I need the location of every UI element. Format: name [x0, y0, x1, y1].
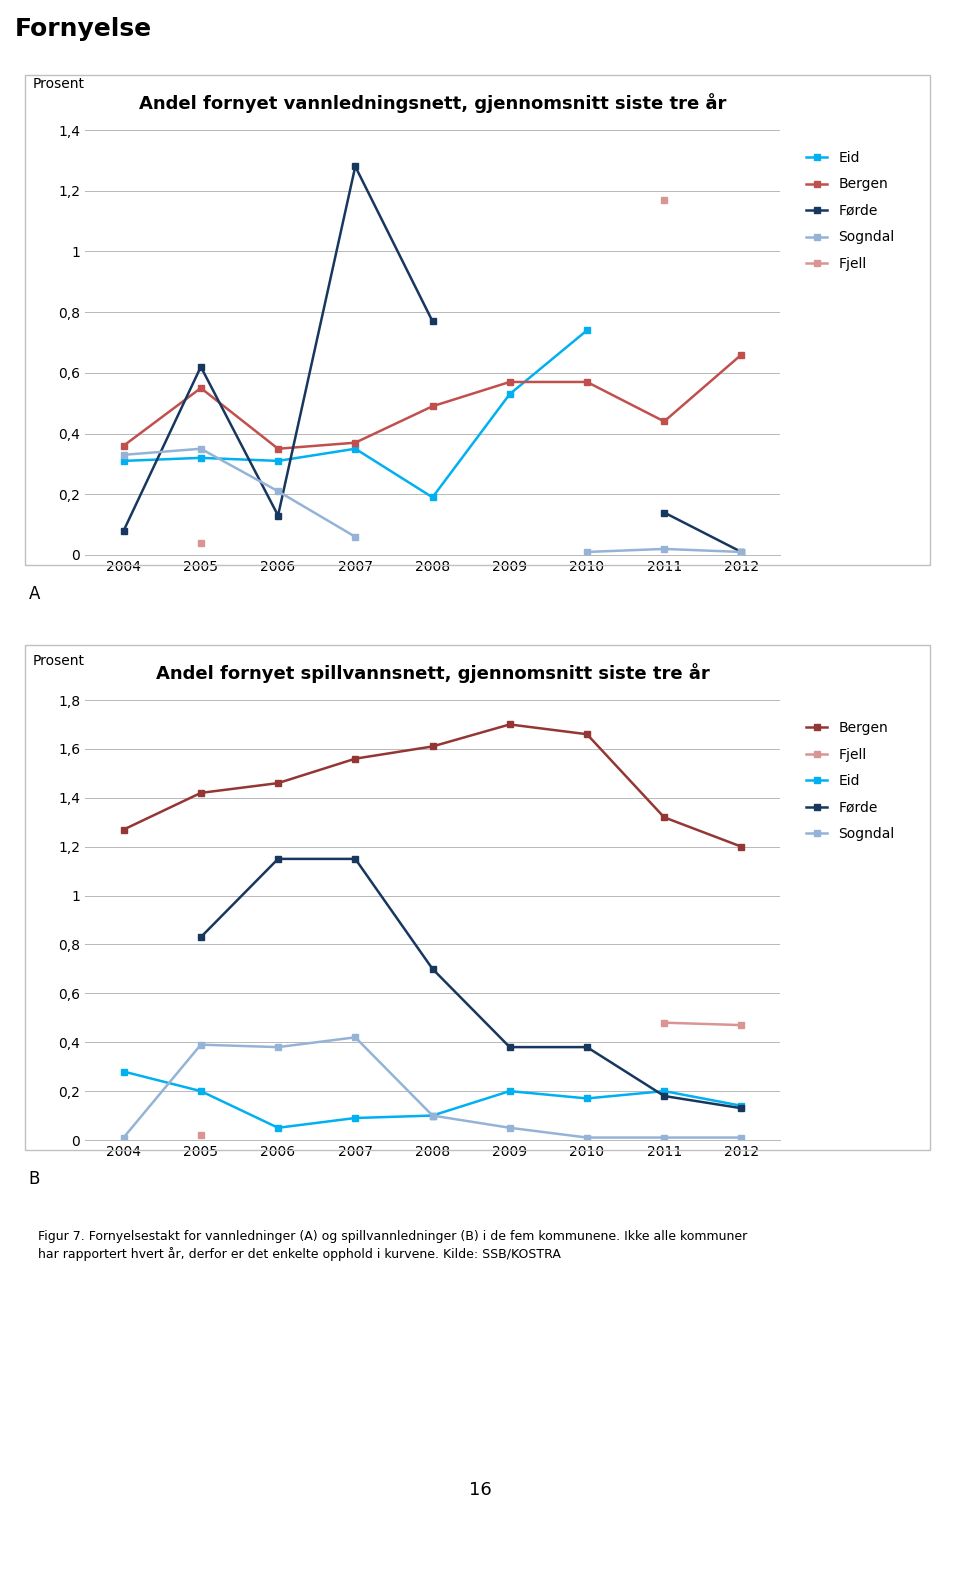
Eid: [195, 448, 206, 467]
Text: A: A: [29, 585, 40, 604]
Førde: [195, 357, 206, 376]
Eid: [581, 1089, 592, 1108]
Sogndal: [504, 1118, 516, 1137]
Bergen: [273, 773, 284, 792]
Eid: [273, 1118, 284, 1137]
Førde: [504, 1038, 516, 1056]
Bergen: [581, 373, 592, 391]
Eid: [581, 321, 592, 340]
Bergen: [195, 379, 206, 398]
Førde: [427, 311, 439, 330]
Bergen: [735, 838, 747, 857]
Text: Fornyelse: Fornyelse: [14, 17, 152, 41]
Førde: [659, 1086, 670, 1105]
Førde: [349, 157, 361, 176]
Text: 16: 16: [468, 1481, 492, 1500]
Line: Eid: Eid: [120, 1067, 745, 1132]
Sogndal: [659, 1129, 670, 1148]
Førde: [118, 522, 130, 541]
Eid: [504, 1082, 516, 1100]
Førde: [273, 849, 284, 868]
Bergen: [659, 412, 670, 431]
Førde: [349, 849, 361, 868]
Eid: [349, 439, 361, 457]
Sogndal: [195, 439, 206, 457]
Bergen: [581, 725, 592, 744]
Førde: [427, 959, 439, 978]
Eid: [659, 1082, 670, 1100]
Bergen: [735, 346, 747, 365]
Text: Figur 7. Fornyelsestakt for vannledninger (A) og spillvannledninger (B) i de fem: Figur 7. Fornyelsestakt for vannledninge…: [38, 1229, 748, 1261]
Bergen: [195, 783, 206, 802]
Førde: [195, 927, 206, 946]
Bergen: [504, 715, 516, 734]
Sogndal: [118, 1129, 130, 1148]
Bergen: [118, 437, 130, 456]
Line: Sogndal: Sogndal: [120, 1034, 745, 1141]
Eid: [273, 451, 284, 470]
Bergen: [427, 396, 439, 415]
Text: Prosent: Prosent: [33, 654, 84, 668]
Bergen: [349, 434, 361, 453]
Eid: [735, 1096, 747, 1115]
Line: Førde: Førde: [198, 855, 745, 1111]
Line: Bergen: Bergen: [120, 351, 745, 453]
Eid: [427, 487, 439, 506]
Bergen: [273, 439, 284, 457]
Legend: Bergen, Fjell, Eid, Førde, Sogndal: Bergen, Fjell, Eid, Førde, Sogndal: [801, 715, 900, 847]
Text: B: B: [29, 1170, 40, 1188]
Bergen: [427, 737, 439, 756]
Eid: [118, 1063, 130, 1082]
Line: Bergen: Bergen: [120, 722, 745, 850]
Førde: [735, 1099, 747, 1118]
Bergen: [349, 750, 361, 769]
Sogndal: [195, 1036, 206, 1055]
Sogndal: [581, 1129, 592, 1148]
Bergen: [504, 373, 516, 391]
Title: Andel fornyet vannledningsnett, gjennomsnitt siste tre år: Andel fornyet vannledningsnett, gjennoms…: [139, 93, 726, 113]
Sogndal: [349, 527, 361, 545]
Sogndal: [118, 445, 130, 464]
Sogndal: [427, 1107, 439, 1126]
Sogndal: [735, 1129, 747, 1148]
Bergen: [118, 821, 130, 839]
Eid: [195, 1082, 206, 1100]
Eid: [504, 385, 516, 404]
Eid: [118, 451, 130, 470]
Line: Sogndal: Sogndal: [120, 445, 359, 541]
Line: Eid: Eid: [120, 327, 590, 501]
Eid: [427, 1107, 439, 1126]
Sogndal: [273, 1038, 284, 1056]
Bergen: [659, 808, 670, 827]
Legend: Eid, Bergen, Førde, Sogndal, Fjell: Eid, Bergen, Førde, Sogndal, Fjell: [801, 146, 900, 277]
Eid: [349, 1108, 361, 1127]
Sogndal: [273, 481, 284, 500]
Sogndal: [349, 1028, 361, 1047]
Førde: [273, 506, 284, 525]
Førde: [581, 1038, 592, 1056]
Title: Andel fornyet spillvannsnett, gjennomsnitt siste tre år: Andel fornyet spillvannsnett, gjennomsni…: [156, 663, 709, 684]
Text: Prosent: Prosent: [33, 77, 84, 91]
Line: Førde: Førde: [120, 163, 436, 534]
